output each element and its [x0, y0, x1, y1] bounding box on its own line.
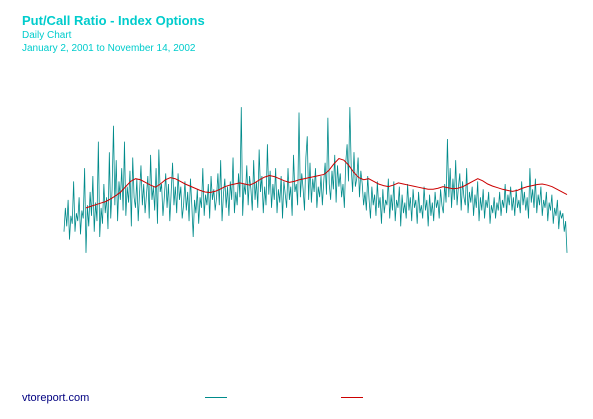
series-line-daily: [63, 107, 568, 253]
chart-date-range: January 2, 2001 to November 14, 2002: [22, 43, 196, 54]
chart-title: Put/Call Ratio - Index Options: [22, 13, 205, 28]
legend-swatch-moving-average: [341, 397, 363, 398]
chart-subtitle: Daily Chart: [22, 30, 72, 41]
source-label: vtoreport.com: [22, 392, 90, 404]
series-line-moving-average: [85, 157, 568, 209]
legend-swatch-daily: [205, 397, 227, 398]
